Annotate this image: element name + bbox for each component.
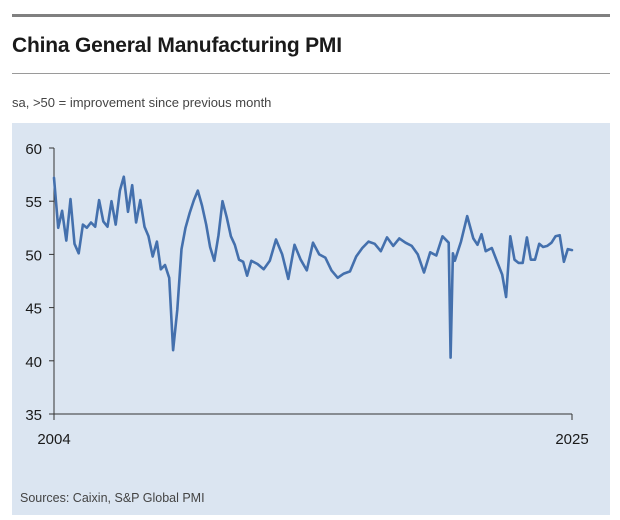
top-rule [12, 14, 610, 17]
series-line-0 [52, 175, 574, 359]
series-layer [52, 175, 574, 359]
chart-title: China General Manufacturing PMI [12, 34, 342, 57]
chart-panel [12, 123, 610, 515]
y-axis: 60 55 50 45 40 35 [25, 141, 55, 424]
y-tick-label-45: 45 [25, 301, 42, 318]
y-tick-label-50: 50 [25, 247, 42, 264]
title-rule [12, 73, 610, 74]
x-axis: 2004 2025 [37, 413, 589, 448]
y-tick-label-40: 40 [25, 354, 42, 371]
x-tick-label-2025: 2025 [555, 431, 588, 448]
y-tick-label-60: 60 [25, 141, 42, 158]
source-note: Sources: Caixin, S&P Global PMI [20, 491, 205, 505]
chart-subtitle: sa, >50 = improvement since previous mon… [12, 95, 272, 110]
y-tick-label-55: 55 [25, 194, 42, 211]
x-tick-label-2004: 2004 [37, 431, 70, 448]
y-tick-label-35: 35 [25, 407, 42, 424]
